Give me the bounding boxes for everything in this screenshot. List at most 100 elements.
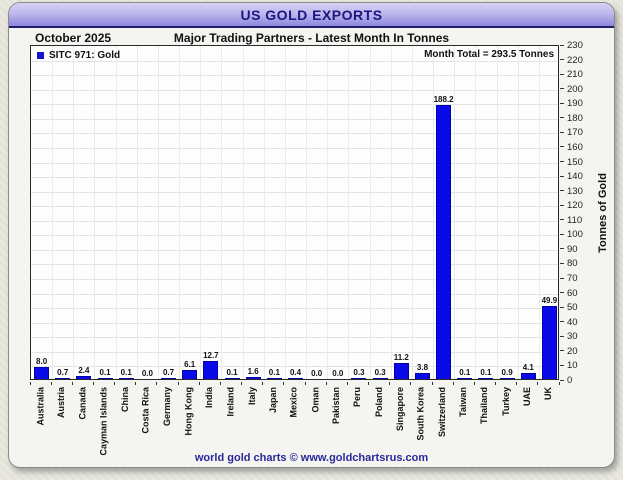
y-tick: [560, 73, 564, 75]
bar-value-label: 8.0: [36, 357, 48, 367]
bar: [351, 378, 367, 379]
y-axis-title: Tonnes of Gold: [597, 172, 609, 253]
bar: [97, 378, 113, 379]
y-tick-label: 200: [567, 83, 583, 95]
page-title: US GOLD EXPORTS: [240, 6, 383, 23]
bar-value-label: 0.3: [353, 368, 365, 377]
x-tick-label: Germany: [162, 387, 173, 427]
y-tick: [560, 335, 564, 337]
y-tick-label: 10: [567, 360, 578, 372]
y-tick-label: 60: [567, 287, 578, 299]
x-tick: [29, 382, 31, 385]
bar-value-label: 0.1: [459, 368, 471, 377]
x-tick-label: Japan: [267, 387, 278, 414]
v-gridline: [433, 46, 435, 379]
bar-value-label: 188.2: [433, 94, 454, 104]
bar-value-label: 1.6: [247, 366, 259, 376]
h-gridline: [31, 89, 558, 91]
y-tick: [560, 44, 564, 46]
x-tick-label: Italy: [246, 387, 257, 406]
v-gridline: [390, 46, 392, 379]
bar: [393, 362, 409, 379]
y-tick: [560, 131, 564, 133]
h-gridline: [31, 366, 558, 368]
y-tick: [560, 59, 564, 61]
x-tick-label: China: [119, 387, 130, 413]
y-tick-label: 190: [567, 98, 583, 110]
x-tick-label: Poland: [373, 387, 384, 418]
chart-area: SITC 971: Gold Month Total = 293.5 Tonne…: [9, 40, 614, 457]
y-tick: [560, 161, 564, 163]
bar-value-label: 0.1: [120, 368, 132, 377]
x-tick-label: Cayman Islands: [98, 387, 109, 456]
v-gridline: [496, 46, 498, 379]
y-tick-label: 150: [567, 156, 583, 168]
bar-value-label: 0.9: [501, 367, 513, 377]
bar-value-label: 6.1: [184, 360, 196, 370]
y-tick-label: 40: [567, 316, 578, 328]
h-gridline: [31, 351, 558, 353]
y-tick: [560, 379, 564, 381]
y-tick: [560, 262, 564, 264]
y-tick: [560, 204, 564, 206]
x-tick: [431, 382, 433, 385]
h-gridline: [31, 249, 558, 251]
x-tick: [241, 382, 243, 385]
v-gridline: [179, 46, 181, 379]
bar: [161, 377, 177, 379]
y-tick-label: 80: [567, 258, 578, 270]
chart-subtitle: Major Trading Partners - Latest Month In…: [173, 31, 450, 45]
h-gridline: [31, 162, 558, 164]
v-gridline: [517, 46, 519, 379]
v-gridline: [369, 46, 371, 379]
y-tick-label: 220: [567, 54, 583, 66]
y-tick: [560, 364, 564, 366]
h-gridline: [31, 191, 558, 193]
v-gridline: [306, 46, 308, 379]
x-tick-label: Pakistan: [331, 387, 342, 425]
h-gridline: [31, 235, 558, 237]
x-tick-label: India: [204, 387, 215, 409]
subtitle-row: October 2025 Major Trading Partners - La…: [9, 31, 614, 45]
h-gridline: [31, 177, 558, 179]
x-tick: [473, 382, 475, 385]
x-tick-label: Singapore: [394, 387, 405, 432]
bar: [478, 378, 494, 379]
y-tick: [560, 350, 564, 352]
bar-value-label: 0.1: [99, 368, 111, 377]
x-tick: [516, 382, 518, 385]
x-tick-label: Oman: [310, 387, 321, 413]
bar-value-label: 0.0: [141, 369, 153, 378]
y-tick: [560, 102, 564, 104]
v-gridline: [200, 46, 202, 379]
h-gridline: [31, 220, 558, 222]
x-tick: [198, 382, 200, 385]
y-tick-label: 110: [567, 214, 583, 226]
x-tick-label: Peru: [352, 387, 363, 408]
bar: [224, 378, 240, 379]
x-tick: [389, 382, 391, 385]
y-tick-label: 180: [567, 112, 583, 124]
x-tick: [114, 382, 116, 385]
period-label: October 2025: [35, 31, 112, 45]
h-gridline: [31, 60, 558, 62]
y-tick-label: 140: [567, 171, 583, 183]
bar-value-label: 0.0: [332, 369, 344, 378]
bar-value-label: 4.1: [522, 363, 534, 373]
v-gridline: [475, 46, 477, 379]
x-tick-label: Thailand: [479, 387, 490, 425]
x-tick-label: Hong Kong: [183, 387, 194, 436]
footer-credit: world gold charts © www.goldchartsrus.co…: [194, 452, 429, 464]
x-tick: [71, 382, 73, 385]
bar-value-label: 0.3: [374, 368, 386, 377]
y-tick: [560, 277, 564, 279]
bar: [203, 360, 219, 379]
x-tick: [452, 382, 454, 385]
legend-swatch-icon: [37, 52, 44, 59]
y-tick-label: 160: [567, 141, 583, 153]
y-axis-title-wrap: Tonnes of Gold: [595, 45, 611, 380]
v-gridline: [411, 46, 413, 379]
bar: [182, 370, 198, 379]
chart-panel: US GOLD EXPORTS October 2025 Major Tradi…: [8, 2, 615, 468]
bar: [34, 367, 50, 379]
